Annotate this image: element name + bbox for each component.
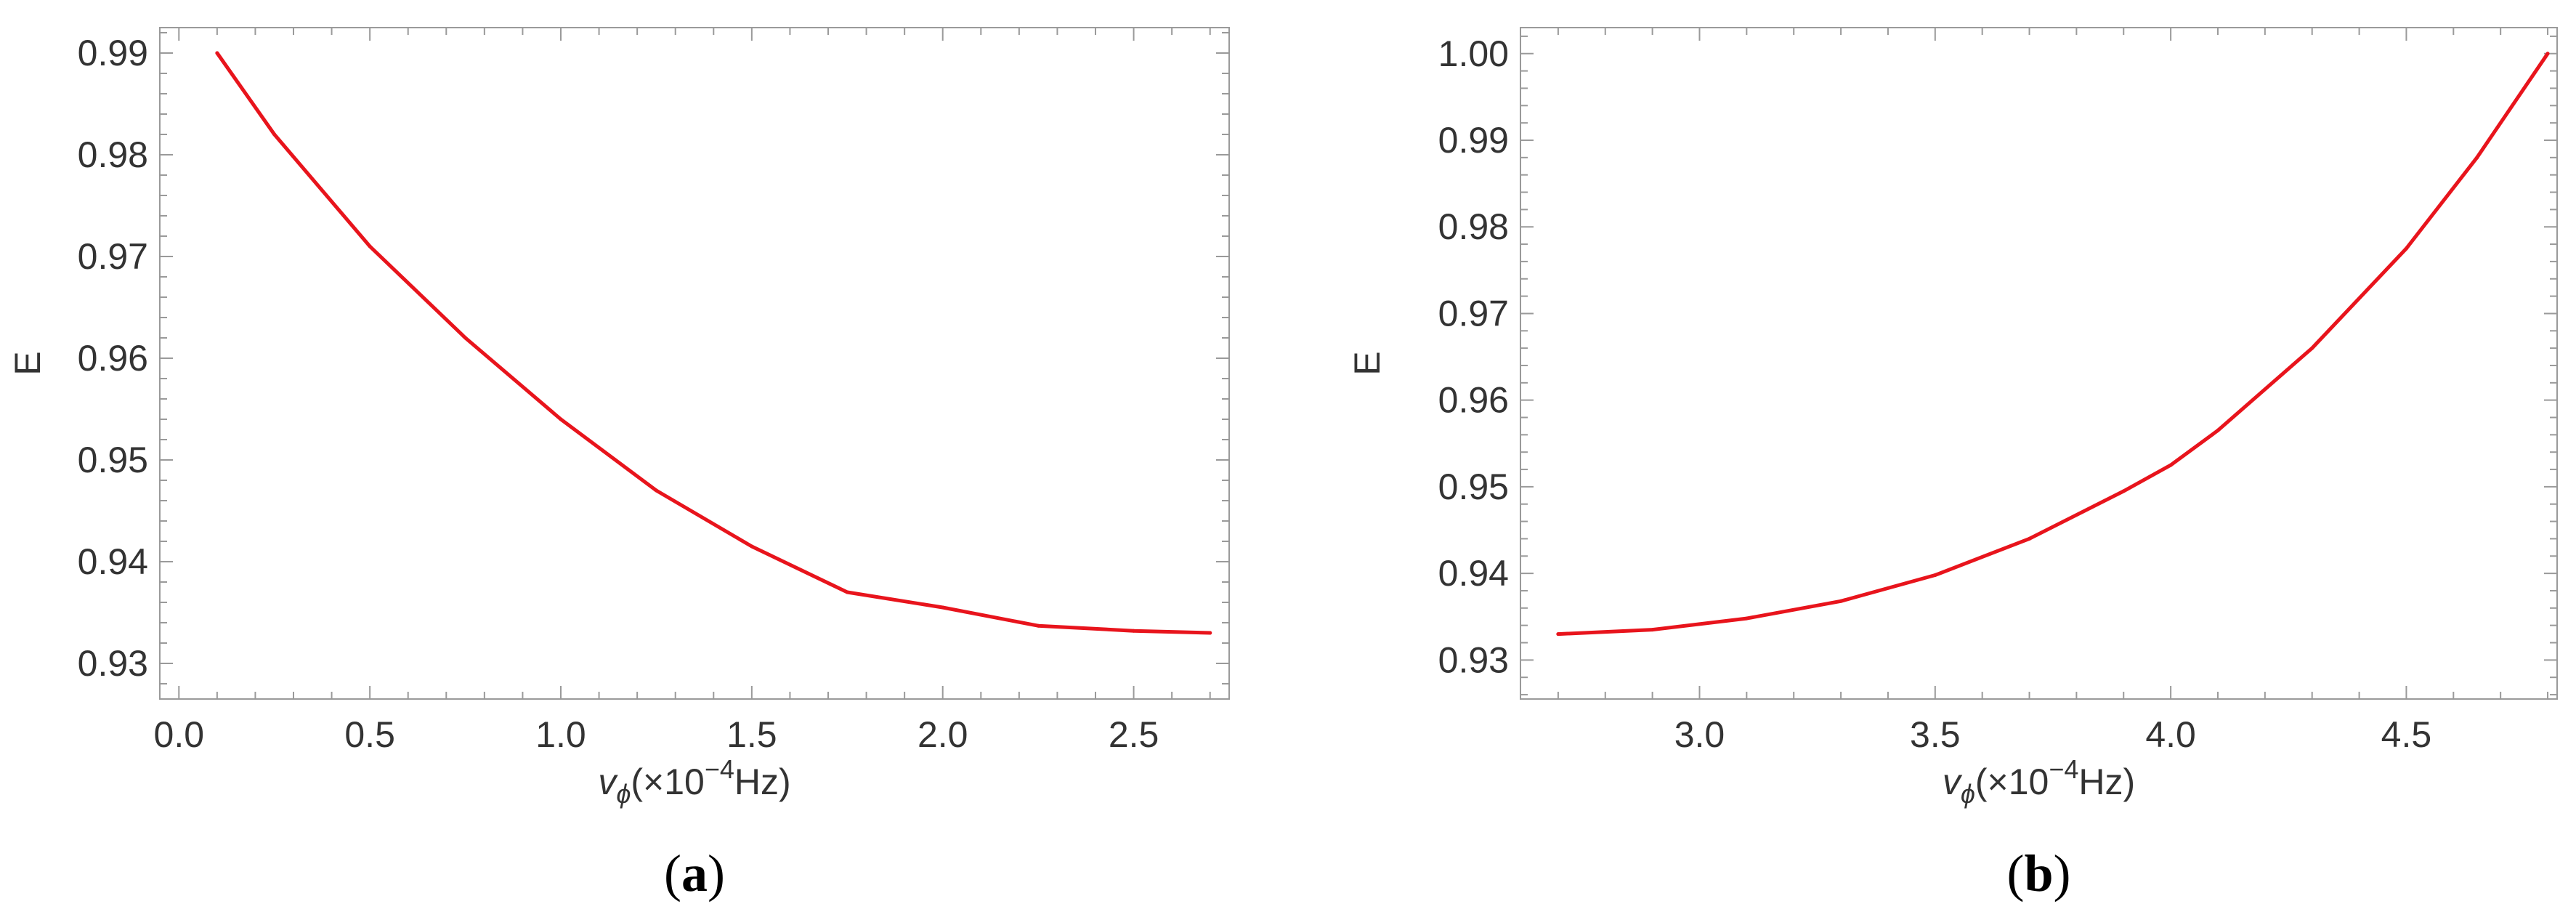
x-tick-label: 1.5 (726, 714, 777, 755)
panel-label-open-paren: ( (664, 844, 681, 902)
data-point (1933, 573, 1937, 578)
x-axis-unit-exponent: −4 (705, 754, 734, 784)
data-point (2404, 246, 2408, 251)
panel-label-close-paren: ) (708, 844, 725, 902)
x-axis-symbol: v (1943, 762, 1963, 802)
data-point (2310, 346, 2314, 350)
x-axis-unit-prefix: (×10 (1975, 762, 2049, 802)
x-axis-subscript: ϕ (1961, 779, 1975, 809)
x-axis-symbol: v (598, 762, 618, 802)
y-axis-title: E (1347, 351, 1388, 375)
x-axis-unit-prefix: (×10 (631, 762, 704, 802)
data-point (1650, 628, 1655, 632)
data-point (559, 417, 563, 421)
data-point (941, 605, 945, 610)
data-point (750, 544, 754, 549)
y-tick-label: 0.94 (78, 541, 148, 582)
data-point (2475, 155, 2479, 160)
data-point (1744, 616, 1749, 621)
data-point (654, 488, 658, 493)
x-tick-label: 3.0 (1674, 714, 1725, 755)
x-tick-label: 2.5 (1109, 714, 1159, 755)
data-point (2028, 536, 2032, 541)
x-tick-label: 2.0 (918, 714, 968, 755)
data-point (2545, 52, 2550, 56)
x-tick-label: 3.5 (1910, 714, 1961, 755)
data-point (215, 51, 219, 55)
x-axis-title: vϕ(×10−4Hz) (1943, 754, 2135, 809)
data-point (1208, 631, 1212, 635)
panel-label: (b) (2006, 844, 2070, 902)
plot-frame (1520, 27, 2558, 700)
y-tick-label: 0.99 (78, 33, 148, 73)
series-line (215, 51, 1212, 635)
x-axis-subscript: ϕ (616, 779, 631, 809)
y-tick-label: 0.93 (1438, 639, 1509, 680)
x-tick-label: 1.0 (535, 714, 586, 755)
y-tick-label: 0.99 (1438, 120, 1509, 161)
y-tick-label: 0.93 (78, 643, 148, 684)
x-tick-label: 4.5 (2381, 714, 2432, 755)
y-tick-label: 0.96 (78, 338, 148, 379)
x-axis-title: vϕ(×10−4Hz) (598, 754, 790, 809)
panel-label-open-paren: ( (2006, 844, 2024, 902)
data-point (272, 132, 277, 137)
data-point (1556, 632, 1560, 637)
data-point (2216, 428, 2220, 432)
data-point (1839, 599, 1843, 603)
y-tick-label: 0.96 (1438, 380, 1509, 421)
x-tick-label: 0.0 (154, 714, 205, 755)
panel-label-close-paren: ) (2054, 844, 2071, 902)
data-point (2121, 489, 2126, 493)
plot-frame (159, 27, 1230, 700)
y-tick-label: 0.97 (78, 236, 148, 277)
y-tick-label: 0.95 (78, 440, 148, 480)
y-tick-label: 0.94 (1438, 553, 1509, 594)
data-point (845, 590, 849, 594)
y-tick-label: 0.98 (78, 134, 148, 175)
y-tick-label: 1.00 (1438, 33, 1509, 74)
panel-label: (a) (664, 844, 725, 902)
data-point (368, 244, 372, 249)
y-tick-label: 0.98 (1438, 206, 1509, 247)
y-tick-label: 0.97 (1438, 293, 1509, 334)
chart-panel-b: 0.93 0.94 0.95 0.96 0.97 0.98 0.99 1.00 3.0 3.5 4.… (1347, 27, 2558, 902)
x-axis-unit-exponent: −4 (2049, 754, 2078, 784)
x-tick-label: 0.5 (344, 714, 395, 755)
data-point (1132, 629, 1136, 633)
x-tick-label: 4.0 (2145, 714, 2196, 755)
x-axis-unit-suffix: Hz) (734, 762, 791, 802)
data-point (1036, 623, 1040, 628)
data-point (2168, 463, 2173, 467)
panel-label-letter: b (2024, 844, 2053, 902)
x-axis-unit-suffix: Hz) (2078, 762, 2135, 802)
y-tick-label: 0.95 (1438, 466, 1509, 507)
panel-label-letter: a (681, 844, 708, 902)
y-axis-title: E (7, 351, 48, 375)
data-point (463, 336, 468, 340)
chart-panel-a: 0.93 0.94 0.95 0.96 0.97 0.98 0.99 0.0 0.5 1.0 1.5… (7, 27, 1230, 902)
